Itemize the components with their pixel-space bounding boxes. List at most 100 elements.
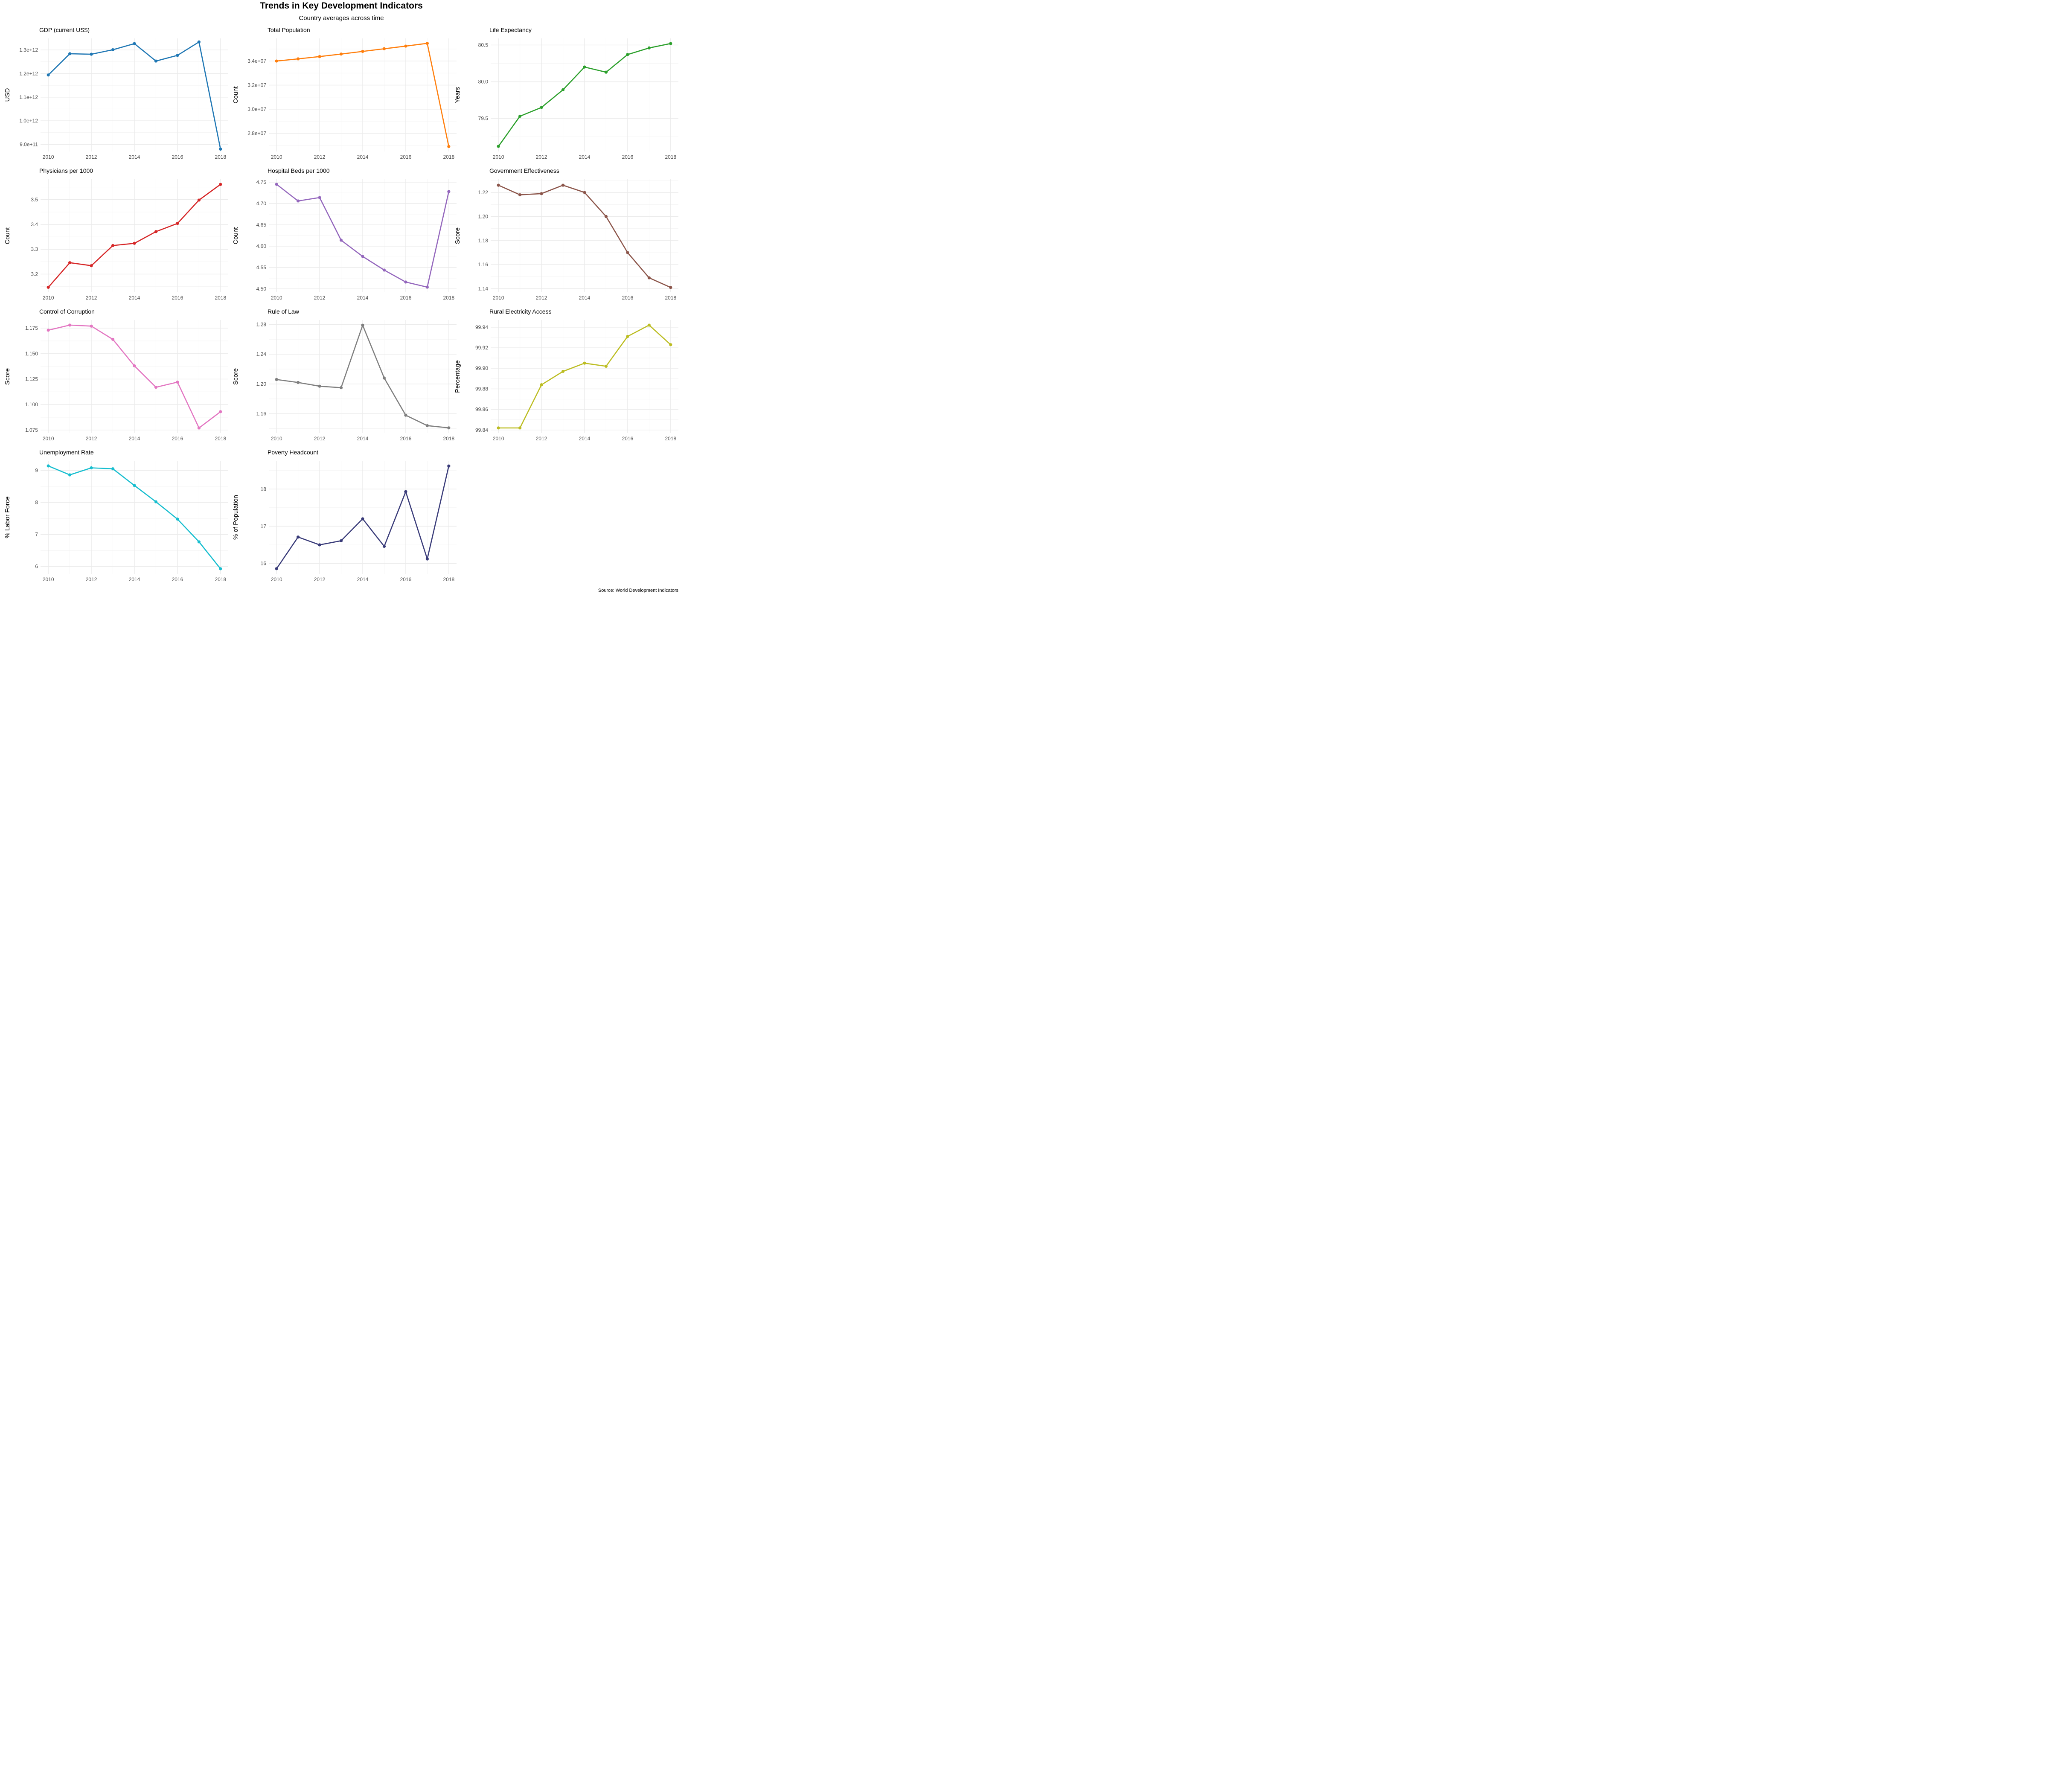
x-tick-label: 2010 bbox=[493, 295, 504, 301]
data-point bbox=[297, 57, 300, 61]
x-tick-label: 2010 bbox=[43, 154, 54, 160]
x-tick-label: 2018 bbox=[215, 154, 226, 160]
x-tick-label: 2012 bbox=[536, 154, 547, 160]
panel-4: 2010 2012 2014 2016 2018 3.2 3.3 3.4 3.5 Physicia… bbox=[4, 167, 228, 301]
x-tick-label: 2018 bbox=[443, 154, 454, 160]
y-tick-label: 1.075 bbox=[25, 427, 38, 433]
x-tick-label: 2012 bbox=[536, 295, 547, 301]
y-axis-label: USD bbox=[4, 88, 11, 102]
y-tick-label: 2.8e+07 bbox=[247, 130, 266, 136]
panel-title: Life Expectancy bbox=[489, 26, 532, 33]
data-point bbox=[297, 199, 300, 203]
data-point bbox=[561, 88, 565, 92]
x-tick-label: 2014 bbox=[357, 295, 369, 301]
y-tick-label: 1.16 bbox=[478, 262, 489, 268]
x-tick-label: 2018 bbox=[443, 576, 454, 582]
x-tick-label: 2010 bbox=[43, 436, 54, 442]
data-point bbox=[176, 381, 179, 384]
data-point bbox=[447, 464, 451, 468]
data-point bbox=[47, 464, 50, 468]
data-point bbox=[540, 192, 543, 195]
data-point bbox=[626, 251, 629, 254]
panel-11: 2010 2012 2014 2016 2018 16 17 18 Poverty Headco… bbox=[232, 449, 457, 582]
x-tick-label: 2010 bbox=[271, 154, 282, 160]
x-tick-label: 2018 bbox=[665, 295, 676, 301]
y-tick-label: 99.94 bbox=[475, 324, 488, 330]
x-tick-label: 2016 bbox=[172, 295, 183, 301]
y-tick-label: 80.5 bbox=[478, 42, 489, 48]
data-point bbox=[425, 41, 429, 45]
data-point bbox=[626, 335, 629, 338]
data-point bbox=[275, 183, 278, 186]
y-axis-label: Count bbox=[232, 227, 239, 244]
data-point bbox=[647, 46, 651, 49]
y-tick-label: 1.14 bbox=[478, 286, 489, 292]
x-tick-label: 2018 bbox=[215, 436, 226, 442]
x-tick-label: 2014 bbox=[579, 154, 591, 160]
y-tick-label: 4.60 bbox=[256, 243, 267, 249]
y-tick-label: 1.18 bbox=[478, 238, 489, 244]
y-tick-label: 4.50 bbox=[256, 286, 267, 292]
y-tick-label: 3.4 bbox=[31, 221, 38, 227]
data-point bbox=[133, 42, 136, 45]
data-point bbox=[318, 543, 321, 547]
data-point bbox=[647, 323, 651, 327]
y-axis-label: Percentage bbox=[454, 360, 461, 393]
x-tick-label: 2012 bbox=[314, 576, 326, 582]
y-tick-label: 4.75 bbox=[256, 179, 267, 185]
panel-title: Poverty Headcount bbox=[268, 449, 318, 456]
x-tick-label: 2010 bbox=[493, 436, 504, 442]
x-tick-label: 2012 bbox=[86, 295, 97, 301]
data-point bbox=[68, 473, 72, 477]
y-tick-label: 4.65 bbox=[256, 222, 267, 228]
x-tick-label: 2010 bbox=[271, 576, 282, 582]
data-point bbox=[404, 413, 407, 417]
panel-title: Rule of Law bbox=[268, 308, 300, 315]
y-tick-label: 99.86 bbox=[475, 407, 488, 413]
data-point bbox=[90, 52, 93, 56]
y-tick-label: 7 bbox=[35, 532, 38, 538]
data-point bbox=[361, 323, 364, 327]
x-tick-label: 2018 bbox=[665, 436, 676, 442]
data-point bbox=[361, 49, 364, 53]
y-tick-label: 1.16 bbox=[256, 411, 267, 417]
data-point bbox=[339, 386, 343, 390]
x-tick-label: 2012 bbox=[86, 154, 97, 160]
data-point bbox=[275, 378, 278, 381]
x-tick-label: 2014 bbox=[129, 295, 140, 301]
data-point bbox=[47, 73, 50, 77]
data-point bbox=[219, 567, 222, 570]
x-tick-label: 2014 bbox=[129, 154, 140, 160]
data-point bbox=[561, 183, 565, 187]
data-point bbox=[583, 361, 586, 365]
data-point bbox=[197, 426, 201, 430]
data-point bbox=[447, 145, 451, 148]
data-point bbox=[90, 324, 93, 328]
panel-title: GDP (current US$) bbox=[39, 26, 90, 33]
x-tick-label: 2016 bbox=[172, 436, 183, 442]
y-tick-label: 99.88 bbox=[475, 386, 488, 392]
y-tick-label: 1.2e+12 bbox=[19, 70, 38, 76]
panel-title: Unemployment Rate bbox=[39, 449, 94, 456]
data-point bbox=[497, 145, 500, 148]
y-tick-label: 3.0e+07 bbox=[247, 106, 266, 112]
x-tick-label: 2018 bbox=[215, 295, 226, 301]
panel-5: 2010 2012 2014 2016 2018 4.50 4.55 4.60 4.65 4.70… bbox=[232, 167, 457, 301]
y-tick-label: 79.5 bbox=[478, 116, 489, 122]
y-axis-label: Score bbox=[454, 227, 461, 244]
data-point bbox=[604, 70, 608, 74]
y-axis-label: % Labor Force bbox=[4, 496, 11, 538]
figure-title: Trends in Key Development Indicators bbox=[260, 1, 423, 11]
data-point bbox=[669, 343, 672, 346]
x-tick-label: 2014 bbox=[579, 295, 591, 301]
data-point bbox=[154, 59, 158, 63]
data-point bbox=[197, 540, 201, 544]
data-point bbox=[404, 280, 407, 284]
panel-title: Total Population bbox=[268, 26, 310, 33]
panel-9: 2010 2012 2014 2016 2018 99.84 99.86 99.88 99.90… bbox=[454, 308, 678, 442]
panel-title: Government Effectiveness bbox=[489, 167, 559, 174]
data-point bbox=[219, 410, 222, 413]
data-point bbox=[404, 44, 407, 48]
y-tick-label: 1.175 bbox=[25, 325, 38, 331]
data-point bbox=[68, 261, 72, 265]
